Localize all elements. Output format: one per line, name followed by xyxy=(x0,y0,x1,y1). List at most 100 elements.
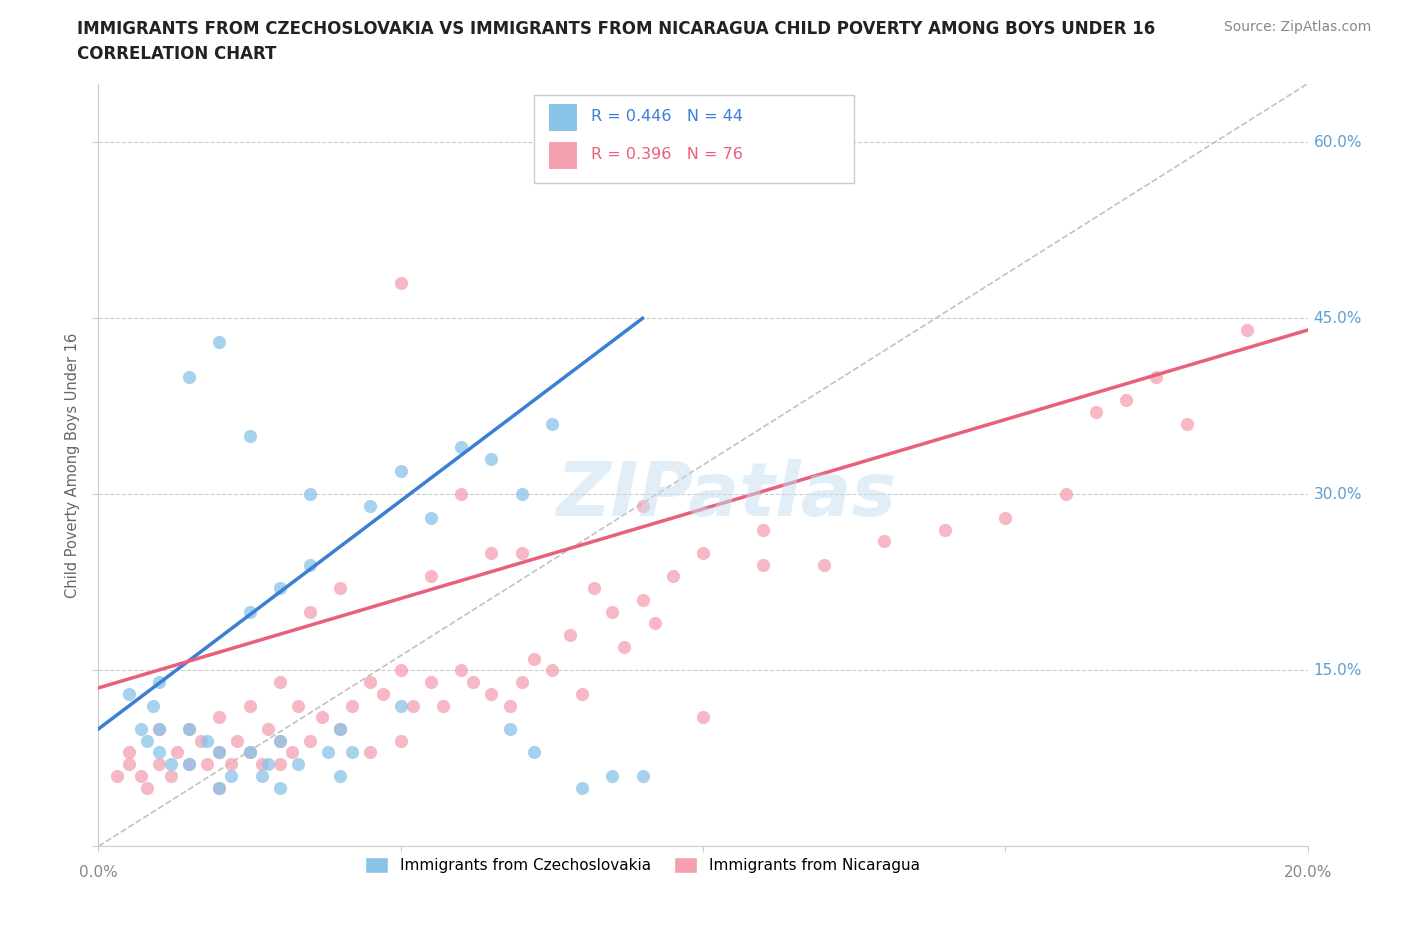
Point xyxy=(613,640,636,655)
Point xyxy=(510,674,533,689)
Point xyxy=(540,417,562,432)
Point xyxy=(329,722,352,737)
Point xyxy=(510,487,533,502)
Point xyxy=(208,780,231,795)
Point xyxy=(250,768,273,783)
Point xyxy=(631,498,654,513)
Point xyxy=(269,580,291,595)
Point xyxy=(135,733,157,748)
Point xyxy=(631,768,654,783)
Point xyxy=(269,757,291,772)
Point xyxy=(389,275,412,290)
Point xyxy=(269,780,291,795)
Point xyxy=(129,722,152,737)
Text: 60.0%: 60.0% xyxy=(1313,135,1362,150)
Point xyxy=(342,745,364,760)
Point xyxy=(463,674,485,689)
Point xyxy=(420,511,443,525)
Point xyxy=(256,722,278,737)
Point xyxy=(813,557,835,572)
Text: IMMIGRANTS FROM CZECHOSLOVAKIA VS IMMIGRANTS FROM NICARAGUA CHILD POVERTY AMONG : IMMIGRANTS FROM CZECHOSLOVAKIA VS IMMIGR… xyxy=(77,20,1156,38)
Point xyxy=(523,651,546,666)
Point xyxy=(118,745,141,760)
Point xyxy=(1236,323,1258,338)
Point xyxy=(752,557,775,572)
Point xyxy=(1175,417,1198,432)
Point xyxy=(142,698,165,713)
Point xyxy=(450,663,472,678)
Point xyxy=(105,768,128,783)
Point xyxy=(239,428,262,443)
Point xyxy=(190,733,212,748)
Point xyxy=(1085,405,1108,419)
FancyBboxPatch shape xyxy=(548,103,578,132)
Text: 20.0%: 20.0% xyxy=(1284,866,1331,881)
Point xyxy=(432,698,454,713)
Point xyxy=(287,698,309,713)
Point xyxy=(342,698,364,713)
Point xyxy=(540,663,562,678)
Point xyxy=(179,757,201,772)
Point xyxy=(281,745,304,760)
Point xyxy=(994,511,1017,525)
Point xyxy=(299,733,322,748)
Text: CORRELATION CHART: CORRELATION CHART xyxy=(77,45,277,62)
Point xyxy=(179,369,201,384)
Point xyxy=(287,757,309,772)
Point xyxy=(239,745,262,760)
Text: Source: ZipAtlas.com: Source: ZipAtlas.com xyxy=(1223,20,1371,34)
Point xyxy=(498,698,520,713)
Y-axis label: Child Poverty Among Boys Under 16: Child Poverty Among Boys Under 16 xyxy=(65,332,80,598)
Point xyxy=(239,698,262,713)
Point xyxy=(360,498,382,513)
Point xyxy=(148,674,170,689)
Text: 15.0%: 15.0% xyxy=(1313,663,1362,678)
Point xyxy=(329,768,352,783)
Point xyxy=(450,487,472,502)
Point xyxy=(692,710,714,724)
Point xyxy=(179,722,201,737)
Point xyxy=(661,569,683,584)
Point xyxy=(221,768,243,783)
Point xyxy=(389,733,412,748)
Point xyxy=(752,522,775,537)
Point xyxy=(208,745,231,760)
Point xyxy=(160,757,183,772)
Point xyxy=(226,733,249,748)
Text: ZIPatlas: ZIPatlas xyxy=(557,459,897,532)
Point xyxy=(389,698,412,713)
Point xyxy=(269,674,291,689)
Point xyxy=(329,722,352,737)
Point xyxy=(1115,393,1137,408)
Point xyxy=(389,663,412,678)
Point xyxy=(583,580,606,595)
Point xyxy=(371,686,394,701)
Point xyxy=(389,463,412,478)
Point xyxy=(602,768,624,783)
Point xyxy=(166,745,188,760)
Point xyxy=(118,757,141,772)
Point xyxy=(329,580,352,595)
Point xyxy=(148,745,170,760)
Point xyxy=(179,722,201,737)
Point xyxy=(523,745,546,760)
Legend: Immigrants from Czechoslovakia, Immigrants from Nicaragua: Immigrants from Czechoslovakia, Immigran… xyxy=(357,849,928,881)
FancyBboxPatch shape xyxy=(548,140,578,170)
Point xyxy=(160,768,183,783)
Point xyxy=(644,616,666,631)
Text: 45.0%: 45.0% xyxy=(1313,311,1362,325)
Point xyxy=(118,686,141,701)
FancyBboxPatch shape xyxy=(534,95,855,183)
Point xyxy=(450,440,472,455)
Point xyxy=(498,722,520,737)
Point xyxy=(510,546,533,561)
Point xyxy=(402,698,425,713)
Text: 30.0%: 30.0% xyxy=(1313,486,1362,502)
Point xyxy=(195,757,218,772)
Point xyxy=(239,604,262,619)
Point xyxy=(250,757,273,772)
Point xyxy=(1054,487,1077,502)
Point xyxy=(558,628,581,643)
Point xyxy=(148,757,170,772)
Point xyxy=(299,557,322,572)
